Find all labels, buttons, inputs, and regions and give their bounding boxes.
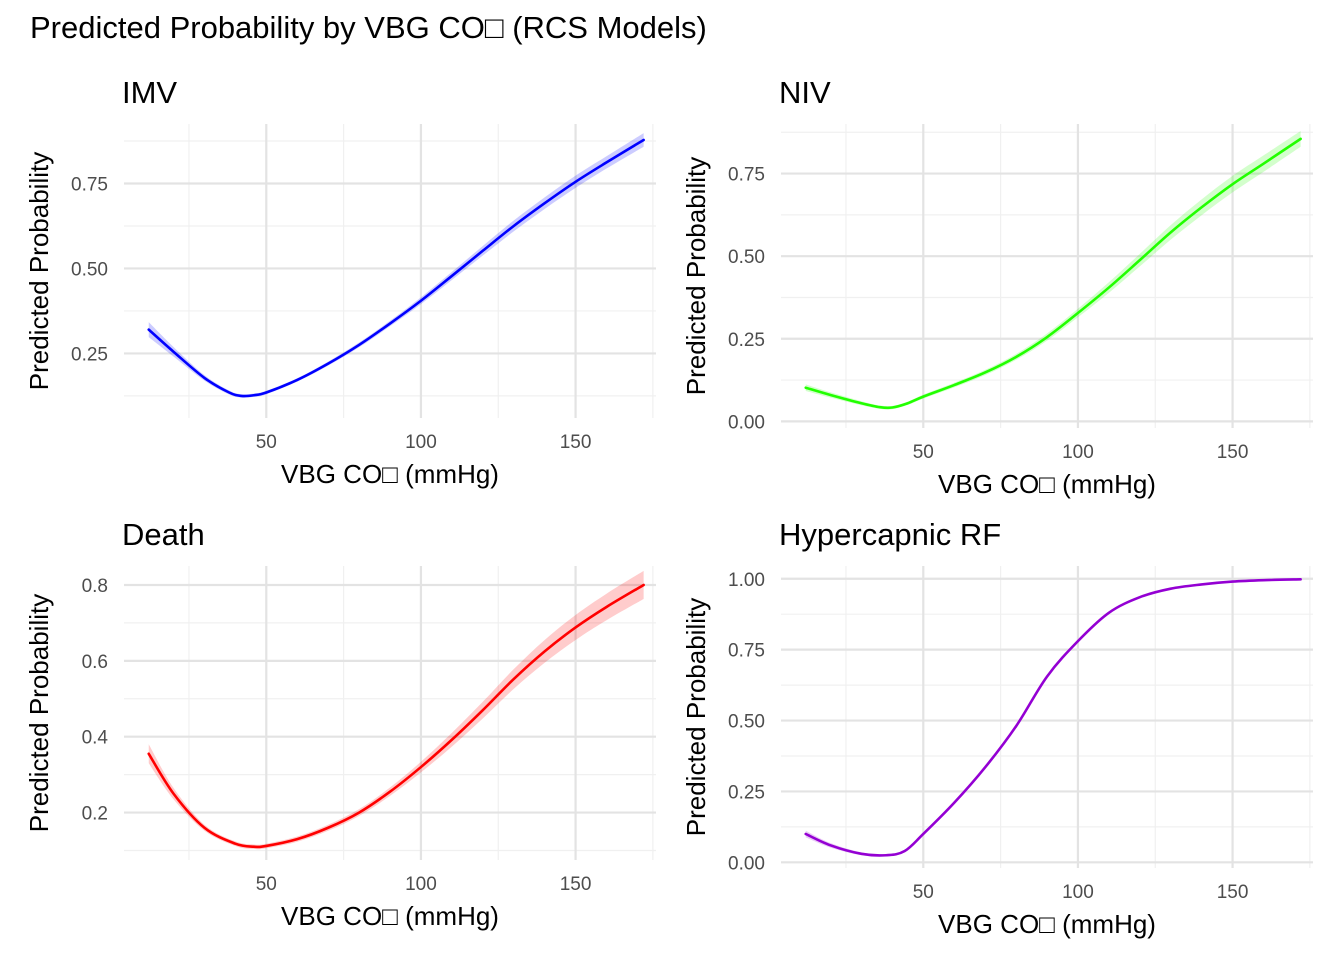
y-tick-label: 0.6 xyxy=(82,652,108,673)
x-tick-label: 100 xyxy=(405,432,437,453)
x-tick-label: 150 xyxy=(1217,882,1249,903)
series-line-death xyxy=(147,583,645,849)
panel-death: 50 100 150 0.2 0.4 0.6 0.8 Death VBG CO□ (mmHg) P… xyxy=(24,517,656,931)
x-tick-label: 50 xyxy=(913,882,934,903)
x-tick-label: 50 xyxy=(256,874,277,895)
y-tick-label: 0.25 xyxy=(728,782,765,803)
x-axis-title: VBG CO□ (mmHg) xyxy=(281,459,499,489)
y-axis-title: Predicted Probability xyxy=(681,598,711,836)
y-tick-label: 0.00 xyxy=(728,853,765,874)
y-axis-title: Predicted Probability xyxy=(681,157,711,395)
panel-title-hypercapnic-rf: Hypercapnic RF xyxy=(779,517,1001,552)
x-tick-label: 150 xyxy=(560,432,592,453)
y-tick-label: 0.25 xyxy=(71,344,108,365)
y-tick-label: 0.75 xyxy=(71,174,108,195)
y-axis-title: Predicted Probability xyxy=(24,594,54,832)
x-axis-title: VBG CO□ (mmHg) xyxy=(938,909,1156,939)
confidence-band-imv xyxy=(148,133,644,398)
series-line-hypercapnic-rf xyxy=(804,578,1302,857)
x-axis-title: VBG CO□ (mmHg) xyxy=(938,469,1156,499)
confidence-band-death xyxy=(148,570,644,850)
x-tick-label: 150 xyxy=(560,874,592,895)
y-axis-title: Predicted Probability xyxy=(24,152,54,390)
y-tick-label: 0.8 xyxy=(82,576,108,597)
panel-hypercapnic-rf: 50 100 150 0.00 0.25 0.50 0.75 1.00 Hypercapnic … xyxy=(681,517,1313,939)
x-tick-label: 150 xyxy=(1217,442,1249,463)
x-axis-title: VBG CO□ (mmHg) xyxy=(281,901,499,931)
y-tick-label: 0.75 xyxy=(728,641,765,662)
x-tick-label: 100 xyxy=(1062,882,1094,903)
series-line-niv xyxy=(804,137,1302,410)
y-tick-label: 0.2 xyxy=(82,804,108,825)
figure-title: Predicted Probability by VBG CO□ (RCS Mo… xyxy=(30,10,707,45)
panel-niv: 50 100 150 0.00 0.25 0.50 0.75 NIV VBG CO□ (mmHg… xyxy=(681,75,1313,499)
x-tick-label: 50 xyxy=(913,442,934,463)
x-tick-label: 100 xyxy=(405,874,437,895)
y-tick-label: 0.25 xyxy=(728,330,765,351)
y-tick-label: 0.50 xyxy=(71,259,108,280)
panel-title-death: Death xyxy=(122,517,205,552)
x-tick-label: 50 xyxy=(256,432,277,453)
y-tick-label: 0.00 xyxy=(728,412,765,433)
panel-title-imv: IMV xyxy=(122,75,177,110)
y-tick-label: 0.75 xyxy=(728,165,765,186)
y-tick-label: 0.50 xyxy=(728,712,765,733)
confidence-band-hypercapnic-rf xyxy=(805,579,1301,857)
y-tick-label: 0.50 xyxy=(728,247,765,268)
panel-title-niv: NIV xyxy=(779,75,831,110)
panel-imv: 50 100 150 0.25 0.50 0.75 IMV VBG CO□ (mmHg) Pre… xyxy=(24,75,656,489)
series-line-imv xyxy=(147,138,645,398)
y-tick-label: 1.00 xyxy=(728,570,765,591)
y-tick-label: 0.4 xyxy=(82,728,109,749)
x-tick-label: 100 xyxy=(1062,442,1094,463)
